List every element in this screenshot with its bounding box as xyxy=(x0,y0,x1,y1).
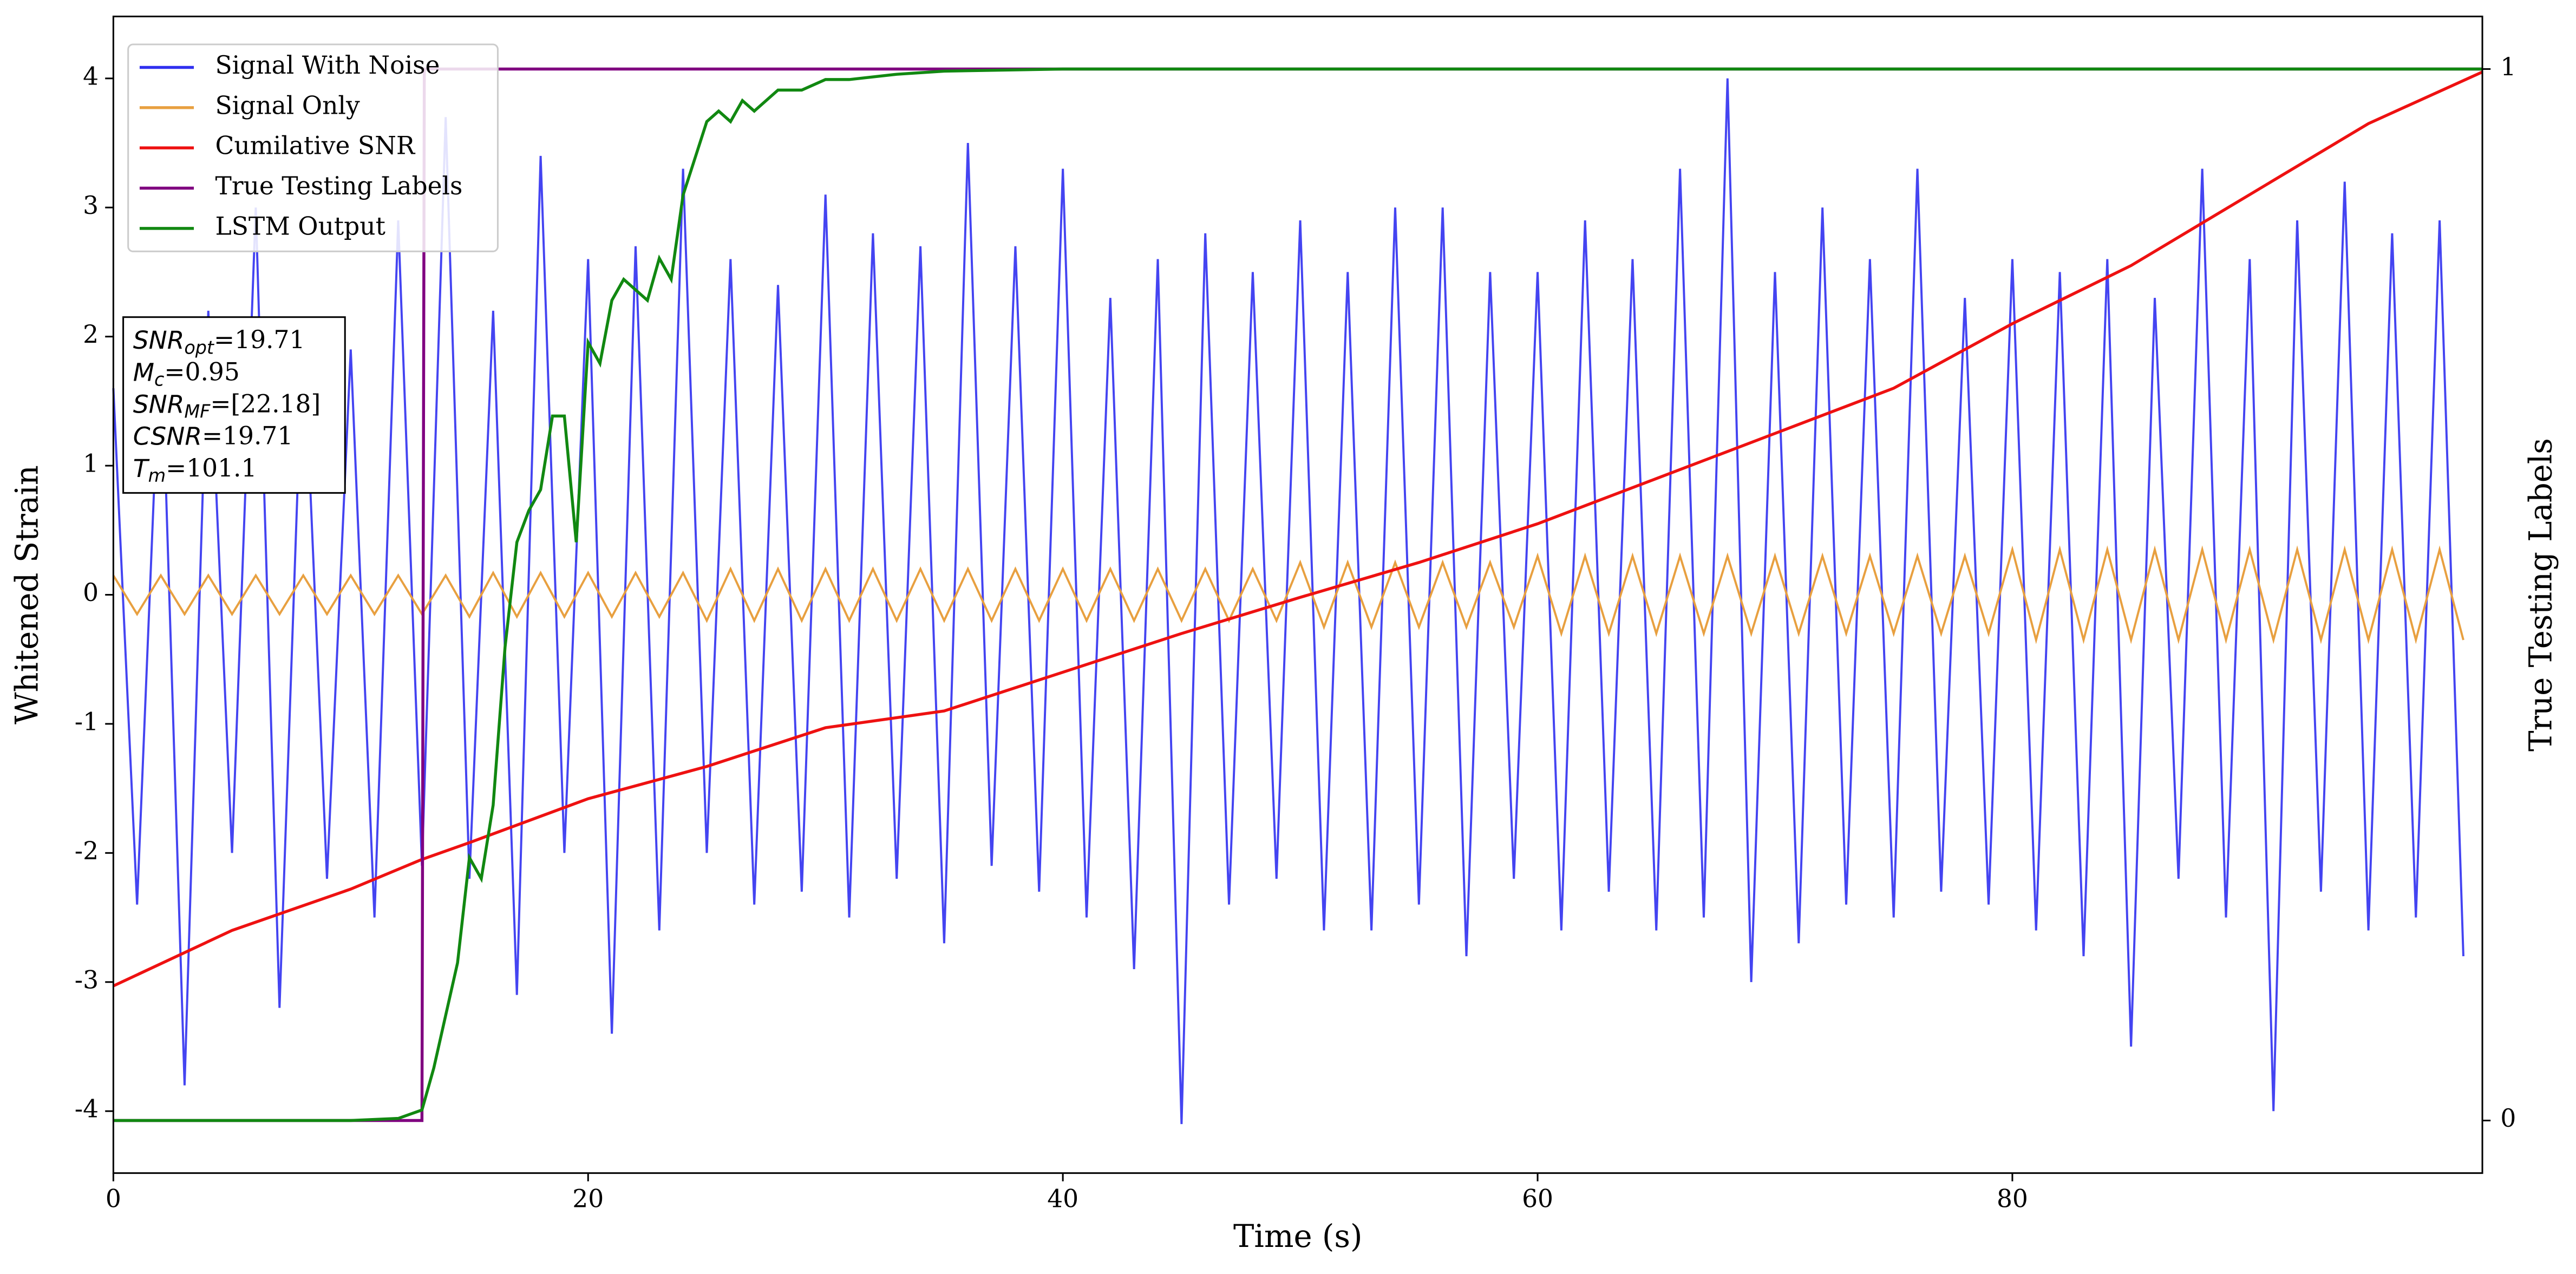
series-line xyxy=(112,545,2464,644)
plot-area xyxy=(112,67,2483,1125)
series-line xyxy=(113,67,2483,1122)
annotation-line: Tm=101.1 xyxy=(133,453,257,486)
y-tick-label: 0 xyxy=(83,578,99,607)
annotation-subscript: m xyxy=(148,465,166,486)
annotation-box xyxy=(122,316,346,494)
annotation-value: =[22.18] xyxy=(210,389,321,418)
y-tick-label: -4 xyxy=(75,1095,99,1123)
y2-tick-label: 1 xyxy=(2500,53,2516,81)
x-axis-label: Time (s) xyxy=(1233,1218,1363,1255)
y-tick-label: -3 xyxy=(75,965,99,994)
y2-axis-label: True Testing Labels xyxy=(2522,438,2559,752)
y-axis-label: Whitened Strain xyxy=(9,465,45,724)
annotation-value: =19.71 xyxy=(214,325,305,354)
x-tick-label: 0 xyxy=(106,1185,121,1213)
annotation-value: =19.71 xyxy=(202,421,293,450)
annotation-symbol: T xyxy=(133,454,150,482)
annotation-subscript: opt xyxy=(184,337,215,358)
annotation-line: CSNR=19.71 xyxy=(133,421,293,450)
y-tick-label: 2 xyxy=(83,320,99,349)
x-tick-label: 60 xyxy=(1522,1185,1553,1213)
annotation-line: Mc=0.95 xyxy=(133,357,240,390)
annotation-symbol: SNR xyxy=(133,390,185,419)
legend: Signal With Noise Signal Only Cumilative S… xyxy=(127,43,499,252)
x-tick-label: 20 xyxy=(572,1185,604,1213)
legend-label: Signal Only xyxy=(215,91,360,120)
y-tick-label: 4 xyxy=(83,62,99,90)
annotation-value: =101.1 xyxy=(166,453,257,482)
x-tick-label: 40 xyxy=(1047,1185,1078,1213)
annotation-subscript: MF xyxy=(184,401,211,422)
legend-box xyxy=(127,43,499,252)
annotation-value: =0.95 xyxy=(164,357,239,386)
annotation-subscript: c xyxy=(154,369,164,390)
legend-label: Cumilative SNR xyxy=(215,132,416,160)
y2-tick-label: 0 xyxy=(2500,1104,2516,1133)
y-tick-label: -1 xyxy=(75,707,99,736)
annotation-symbol: SNR xyxy=(133,326,185,355)
y-tick-label: -2 xyxy=(75,837,99,865)
annotation-symbol: M xyxy=(133,358,154,387)
annotation-symbol: CSNR xyxy=(133,422,202,450)
annotation-line: SNRMF=[22.18] xyxy=(133,389,321,422)
annotation: SNRopt=19.71Mc=0.95SNRMF=[22.18]CSNR=19.… xyxy=(122,316,346,494)
y-tick-label: 3 xyxy=(83,191,99,220)
series-line xyxy=(113,70,2483,988)
annotation-line: SNRopt=19.71 xyxy=(133,325,305,358)
legend-label: LSTM Output xyxy=(215,212,385,240)
legend-label: True Testing Labels xyxy=(215,172,463,200)
x-tick-label: 80 xyxy=(1997,1185,2028,1213)
legend-label: Signal With Noise xyxy=(215,51,440,80)
y-tick-label: 1 xyxy=(83,449,99,478)
